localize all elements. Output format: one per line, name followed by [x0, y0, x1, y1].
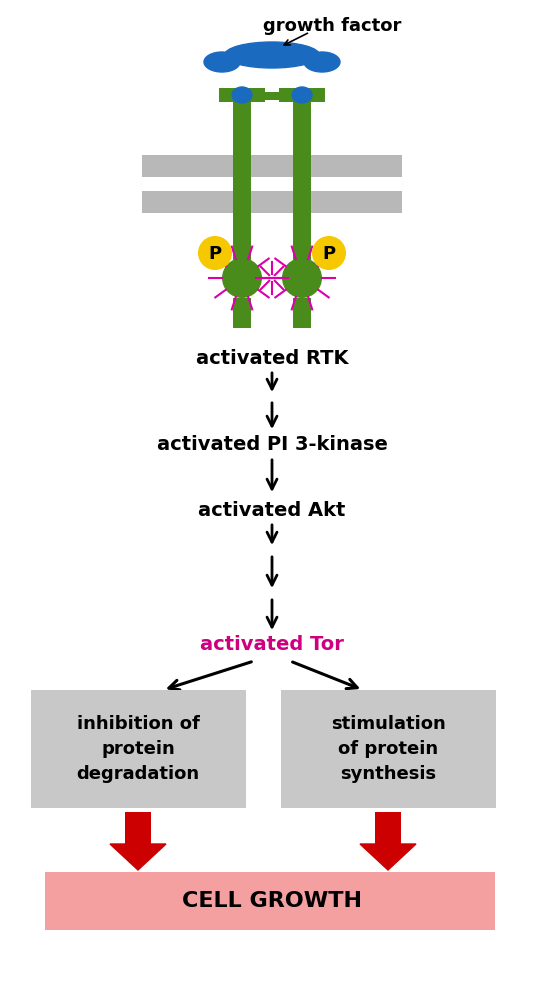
Bar — [233, 102, 251, 155]
Bar — [30, 690, 245, 808]
Ellipse shape — [304, 52, 340, 72]
Bar — [45, 872, 495, 930]
Bar — [279, 88, 325, 102]
Text: stimulation
of protein
synthesis: stimulation of protein synthesis — [331, 715, 446, 783]
Bar — [293, 213, 311, 260]
Bar — [293, 298, 311, 328]
Bar — [142, 155, 402, 177]
Bar — [142, 191, 402, 213]
Bar — [293, 155, 311, 213]
Text: growth factor: growth factor — [263, 17, 401, 35]
Circle shape — [312, 236, 346, 270]
Text: activated Tor: activated Tor — [200, 636, 344, 654]
Bar — [293, 102, 311, 155]
Text: P: P — [208, 245, 221, 263]
Bar — [237, 92, 307, 100]
Ellipse shape — [204, 52, 240, 72]
Bar — [219, 88, 265, 102]
Circle shape — [222, 258, 262, 298]
Polygon shape — [110, 844, 166, 870]
Ellipse shape — [232, 87, 252, 103]
Text: activated PI 3-kinase: activated PI 3-kinase — [157, 436, 387, 454]
Text: CELL GROWTH: CELL GROWTH — [182, 891, 362, 911]
Circle shape — [282, 258, 322, 298]
Ellipse shape — [292, 87, 312, 103]
Text: activated RTK: activated RTK — [196, 349, 348, 367]
Polygon shape — [360, 844, 416, 870]
Bar — [233, 155, 251, 213]
Bar — [233, 298, 251, 328]
Bar — [281, 690, 496, 808]
Ellipse shape — [225, 42, 319, 68]
Bar — [125, 812, 151, 844]
Bar — [233, 213, 251, 260]
Text: P: P — [323, 245, 336, 263]
Text: inhibition of
protein
degradation: inhibition of protein degradation — [77, 715, 200, 783]
Text: activated Akt: activated Akt — [199, 500, 345, 520]
Circle shape — [198, 236, 232, 270]
Bar — [375, 812, 401, 844]
